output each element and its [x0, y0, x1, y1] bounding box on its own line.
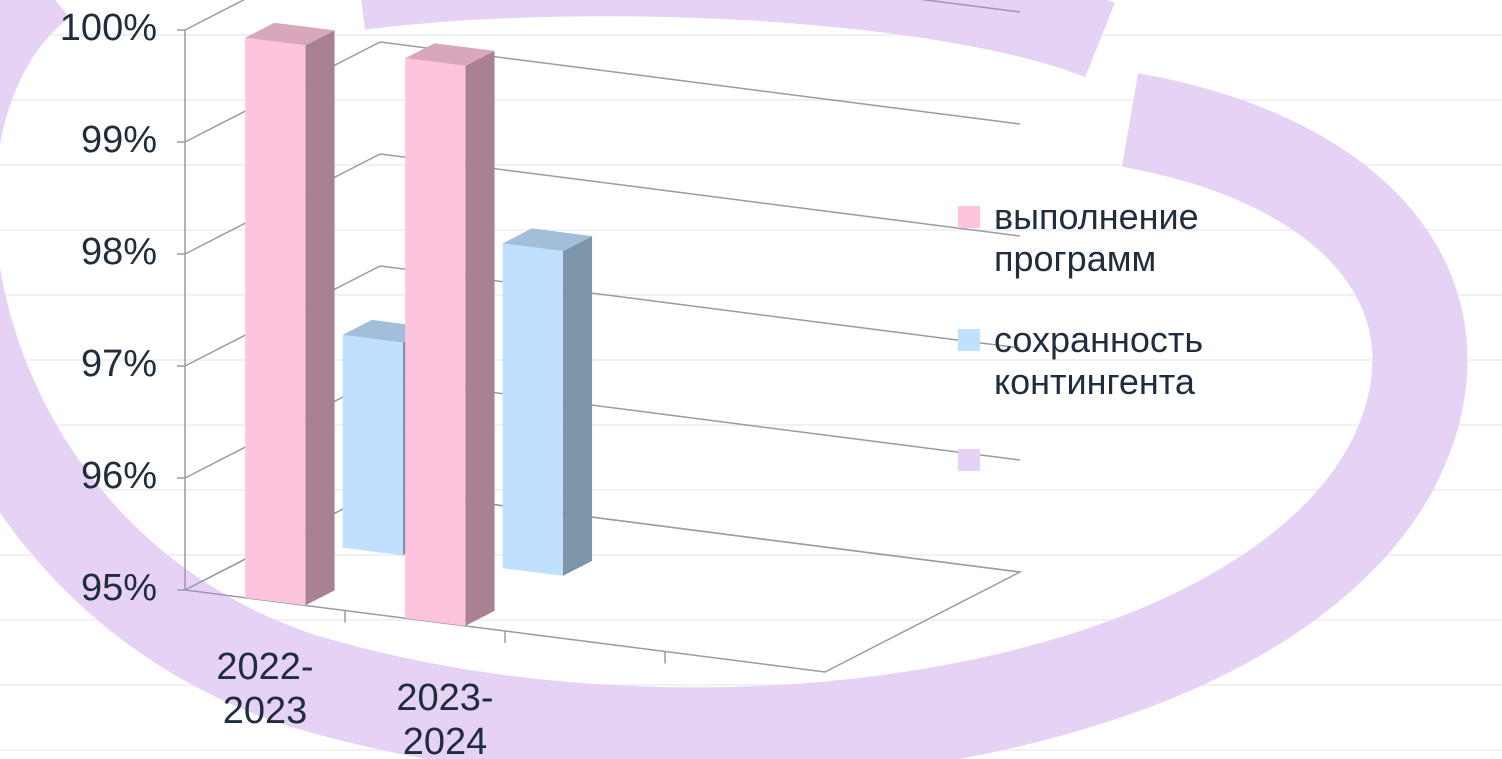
- bar-front: [245, 37, 306, 606]
- y-tick-label: 98%: [81, 231, 157, 273]
- grid-line: [184, 0, 1021, 31]
- bar: [245, 22, 335, 606]
- legend-label: выполнение программ: [994, 196, 1199, 279]
- decor-arc: [0, 0, 1468, 759]
- x-tick-label: 2023-2024: [396, 676, 494, 759]
- legend-swatch: [958, 329, 980, 351]
- y-tick-label: 95%: [81, 567, 157, 609]
- bar-side: [305, 30, 335, 606]
- y-tick-label: 100%: [60, 7, 157, 49]
- bar-side: [465, 50, 495, 626]
- x-tick-label: 2022-2023: [216, 646, 314, 733]
- bar-front: [342, 334, 403, 556]
- bar-top: [502, 228, 593, 252]
- bar-front: [502, 243, 563, 576]
- legend-swatch: [958, 449, 980, 471]
- bar: [502, 228, 593, 576]
- bar-top: [405, 43, 495, 66]
- bar-top: [245, 22, 335, 46]
- decor-arc: [361, 0, 1115, 78]
- y-tick-label: 97%: [81, 343, 157, 385]
- y-tick-label: 99%: [81, 119, 157, 161]
- bar: [405, 43, 495, 626]
- y-tick-label: 96%: [81, 455, 157, 497]
- bar-front: [405, 58, 466, 626]
- bar-side: [562, 236, 593, 576]
- legend-swatch: [958, 206, 980, 228]
- legend-label: сохранность контингента: [994, 319, 1204, 402]
